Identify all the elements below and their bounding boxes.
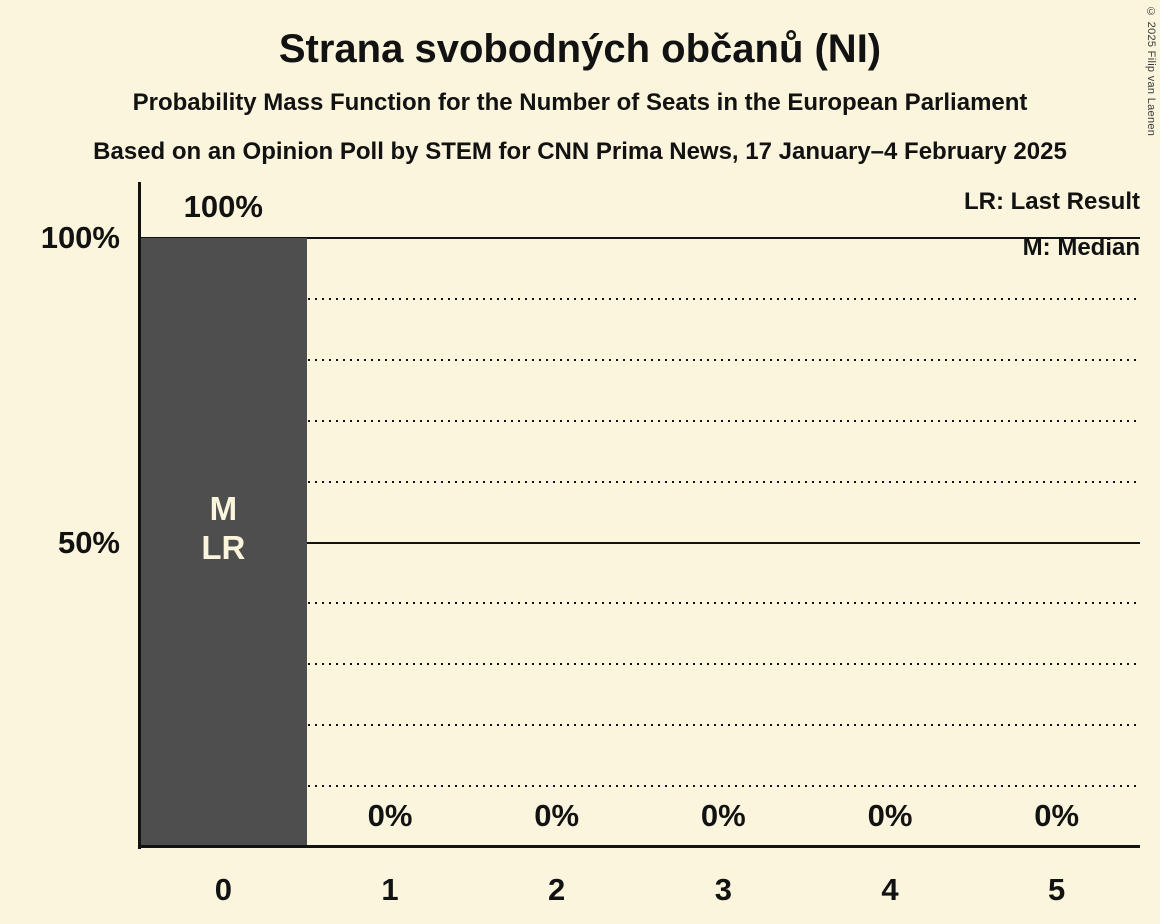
- chart-source-line: Based on an Opinion Poll by STEM for CNN…: [93, 138, 1067, 165]
- bar-value-label-0: 100%: [183, 189, 263, 224]
- bar-annotation-line: M: [209, 490, 238, 527]
- x-tick-label-1: 1: [381, 872, 399, 907]
- x-tick-label-0: 0: [214, 872, 232, 907]
- gridline-dotted-60: [140, 480, 1140, 483]
- bar-annotation-median-last-result: M LR: [140, 489, 307, 567]
- gridline-dotted-20: [140, 724, 1140, 727]
- legend-item-last-result: LR: Last Result: [963, 188, 1140, 215]
- bar-seats-0: [140, 238, 307, 847]
- x-tick-label-4: 4: [881, 872, 899, 907]
- chart-subtitle: Probability Mass Function for the Number…: [132, 89, 1028, 116]
- gridline-dotted-80: [140, 358, 1140, 361]
- legend-item-median: M: Median: [1022, 234, 1140, 261]
- y-axis-tick-100: 100%: [40, 220, 120, 255]
- bar-value-label-1: 0%: [367, 798, 413, 833]
- y-axis-line: [138, 182, 141, 849]
- bar-value-label-4: 0%: [867, 798, 913, 833]
- chart-title: Strana svobodných občanů (NI): [278, 27, 882, 71]
- bar-annotation-line: LR: [201, 529, 246, 566]
- x-tick-label-3: 3: [714, 872, 732, 907]
- bar-value-label-2: 0%: [534, 798, 580, 833]
- x-tick-label-5: 5: [1048, 872, 1066, 907]
- gridline-dotted-10: [140, 785, 1140, 788]
- gridline-dotted-40: [140, 602, 1140, 605]
- copyright-notice: © 2025 Filip van Laenen: [1145, 6, 1157, 137]
- gridline-dotted-70: [140, 419, 1140, 422]
- gridline-solid-50: [140, 541, 1140, 544]
- y-axis-tick-50: 50%: [57, 524, 120, 560]
- gridline-dotted-90: [140, 297, 1140, 300]
- x-tick-label-2: 2: [548, 872, 566, 907]
- x-axis-line: [138, 845, 1140, 848]
- gridline-dotted-30: [140, 663, 1140, 666]
- bar-value-label-5: 0%: [1034, 798, 1080, 833]
- gridline-solid-100: [140, 237, 1140, 239]
- bar-value-label-3: 0%: [700, 798, 746, 833]
